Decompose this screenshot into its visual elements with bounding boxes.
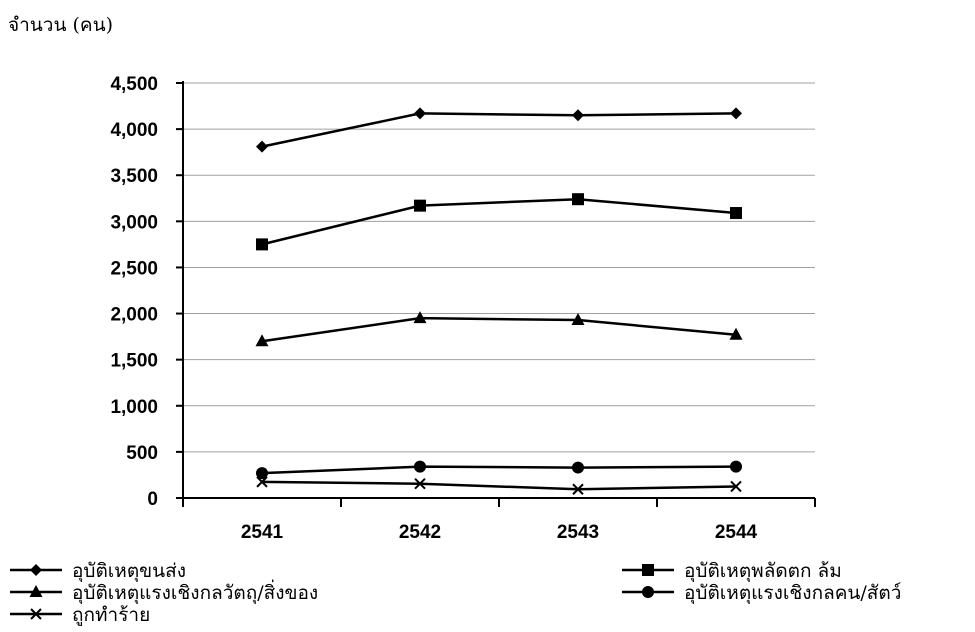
series-lines [255, 107, 743, 495]
legend: อุบัติเหตุขนส่ง อุบัติเหตุพลัดตก ล้มอุบัต… [10, 560, 901, 626]
x-tick-label: 2543 [557, 522, 599, 543]
data-point [256, 467, 268, 480]
legend-item: อุบัติเหตุแรงเชิงกลคน/สัตว์ [622, 582, 901, 605]
data-point [256, 140, 268, 153]
x-tick-label: 2544 [715, 522, 758, 543]
data-point [730, 107, 742, 120]
data-point [729, 327, 743, 340]
y-axis-title: จำนวน (คน) [8, 14, 114, 36]
legend-label: อุบัติเหตุแรงเชิงกลวัตถุ/สิ่งของ [72, 579, 318, 605]
data-point [571, 313, 585, 326]
y-tick-label: 3,500 [110, 166, 158, 187]
legend-label: ถูกทำร้าย [72, 604, 150, 626]
data-point [414, 107, 426, 120]
x-tick-label: 2542 [399, 522, 441, 543]
data-point [256, 476, 268, 488]
legend-label: อุบัติเหตุแรงเชิงกลคน/สัตว์ [684, 582, 901, 605]
y-tick-label: 1,000 [110, 397, 158, 418]
y-tick-label: 1,500 [110, 351, 158, 372]
series-line [261, 465, 737, 475]
data-point [414, 460, 426, 473]
legend-marker [30, 608, 42, 620]
data-point [413, 311, 427, 324]
y-tick-labels: 0 500 1,000 1,500 2,000 2,500 3,000 3,500 4,000 4… [110, 74, 158, 510]
data-point [414, 477, 426, 490]
series-line [261, 480, 737, 491]
marker-stroke [572, 483, 584, 495]
legend-item: อุบัติเหตุพลัดตก ล้ม [622, 560, 842, 583]
data-point [730, 480, 742, 493]
data-point [730, 207, 742, 220]
data-point [256, 238, 268, 251]
legend-label: อุบัติเหตุพลัดตก ล้ม [684, 560, 842, 583]
legend-item: อุบัติเหตุขนส่ง [10, 560, 186, 583]
marker-stroke [414, 477, 426, 490]
data-point [730, 460, 742, 473]
legend-marker [642, 586, 654, 598]
legend-marker [29, 585, 43, 597]
marker-stroke [730, 480, 742, 493]
legend-item: ถูกทำร้าย [10, 604, 150, 626]
data-point [572, 461, 584, 474]
legend-item: อุบัติเหตุแรงเชิงกลวัตถุ/สิ่งของ [10, 579, 318, 605]
y-tick-label: 500 [126, 443, 158, 464]
gridlines [183, 82, 815, 453]
legend-marker [30, 564, 42, 576]
x-tick-label: 2541 [241, 522, 284, 543]
legend-marker [642, 564, 654, 576]
y-tick-label: 2,000 [110, 305, 158, 326]
axes [176, 81, 816, 507]
data-point [572, 483, 584, 495]
marker-stroke [256, 476, 268, 488]
y-tick-label: 4,500 [110, 74, 158, 95]
y-tick-label: 0 [147, 489, 158, 510]
legend-label: อุบัติเหตุขนส่ง [72, 560, 186, 583]
data-point [255, 334, 269, 347]
marker-stroke [30, 608, 42, 620]
x-tick-labels: 2541 2542 2543 2544 [241, 522, 758, 543]
y-tick-label: 2,500 [110, 258, 158, 279]
data-point [414, 199, 426, 212]
y-tick-label: 4,000 [110, 120, 158, 141]
data-point [572, 193, 584, 206]
data-point [572, 109, 584, 122]
series-line [261, 316, 737, 343]
series-line [261, 197, 737, 246]
series-line [261, 112, 737, 148]
y-tick-label: 3,000 [110, 212, 158, 233]
